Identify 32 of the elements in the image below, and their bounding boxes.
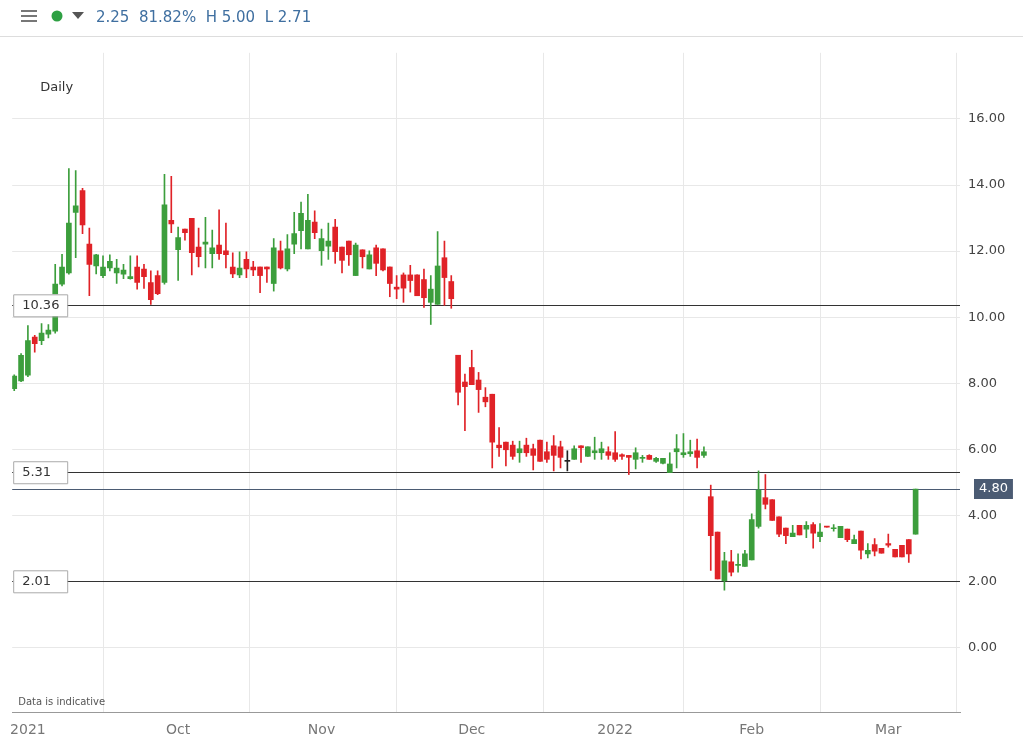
ref-line-label: 10.36	[22, 296, 60, 312]
candlestick	[127, 255, 134, 280]
y-tick-label: 0.00	[968, 639, 997, 655]
y-tick-label: 8.00	[968, 374, 997, 390]
candlestick	[578, 445, 584, 463]
y-tick-label: 4.00	[968, 506, 997, 522]
y-tick-label: 14.00	[968, 176, 1006, 192]
x-tick-label: Dec	[458, 721, 486, 738]
ref-line-label: 2.01	[22, 572, 52, 588]
candlestick	[168, 176, 175, 233]
candlestick	[72, 170, 79, 259]
x-tick-label: 2021	[10, 721, 46, 738]
chart-subtitle: 2.25 81.82% H 5.00 L 2.71	[96, 8, 312, 26]
candlestick	[817, 523, 823, 542]
annotation: Daily	[40, 79, 74, 95]
x-tick-label: Oct	[166, 721, 191, 738]
ref-line-label: 5.31	[22, 463, 52, 479]
x-tick-label: Mar	[875, 721, 902, 738]
y-tick-label: 16.00	[968, 110, 1006, 126]
y-tick-label: 6.00	[968, 440, 997, 456]
annotation: Data is indicative	[18, 695, 106, 707]
ref-line-label: 4.80	[979, 480, 1008, 496]
candlestick	[229, 252, 236, 278]
candlestick	[885, 533, 892, 548]
candlestick	[209, 229, 216, 269]
y-tick-label: 12.00	[968, 242, 1006, 258]
candlestick	[175, 226, 181, 281]
y-tick-label: 10.00	[968, 308, 1006, 324]
x-tick-label: 2022	[597, 721, 633, 738]
x-tick-label: Nov	[307, 721, 336, 738]
y-tick-label: 2.00	[968, 573, 997, 589]
x-tick-label: Feb	[739, 721, 765, 738]
